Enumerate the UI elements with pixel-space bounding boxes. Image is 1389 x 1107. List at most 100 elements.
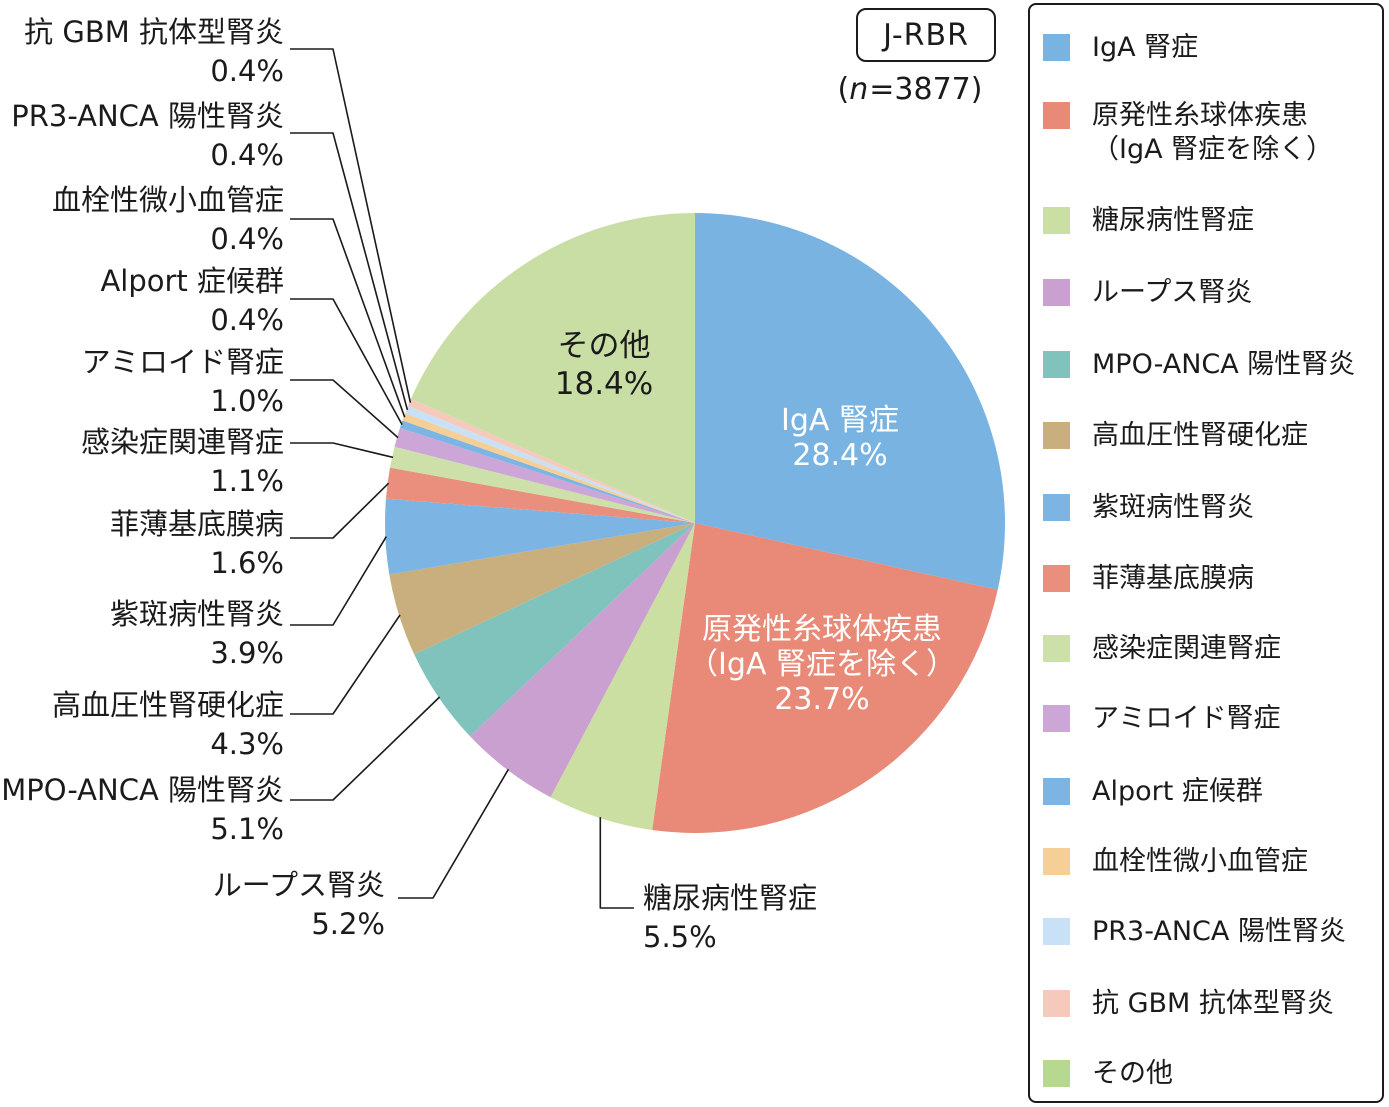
callout-label-3: ループス腎炎 5.2%: [65, 866, 385, 944]
sample-value: =3877): [869, 72, 983, 107]
leader-line-2: [599, 817, 634, 909]
pie-slice-4: [414, 523, 695, 737]
legend-label: 紫斑病性腎炎: [1092, 492, 1254, 523]
callout-percent: 5.2%: [311, 907, 385, 941]
legend-swatch: [1043, 34, 1070, 61]
inside-label-0: IgA 腎症 28.4%: [781, 403, 899, 473]
leader-line-6: [290, 536, 387, 626]
legend-swatch: [1043, 848, 1070, 875]
callout-label-2: 糖尿病性腎症 5.5%: [643, 879, 973, 957]
legend-swatch: [1043, 990, 1070, 1017]
legend-swatch: [1043, 351, 1070, 378]
pie-slice-2: [550, 523, 695, 831]
legend-item-12: PR3-ANCA 陽性腎炎: [1043, 915, 1346, 949]
sample-n-symbol: n: [849, 72, 869, 107]
legend-swatch: [1043, 778, 1070, 805]
sample-size: (n=3877): [810, 72, 1010, 107]
callout-label-6: 紫斑病性腎炎 3.9%: [0, 595, 284, 673]
callout-percent: 0.4%: [210, 303, 284, 337]
legend-swatch: [1043, 705, 1070, 732]
callout-label-12: PR3-ANCA 陽性腎炎 0.4%: [0, 97, 284, 175]
sample-open-paren: (: [837, 72, 850, 107]
legend-swatch: [1043, 494, 1070, 521]
legend-label: Alport 症候群: [1092, 776, 1263, 807]
callout-percent: 5.1%: [210, 812, 284, 846]
callout-label-9: アミロイド腎症 1.0%: [0, 343, 284, 421]
pie-slice-9: [394, 427, 695, 523]
legend-item-3: ループス腎炎: [1043, 276, 1252, 310]
callout-name: PR3-ANCA 陽性腎炎: [11, 99, 284, 133]
legend: IgA 腎症原発性糸球体疾患 （IgA 腎症を除く） 糖尿病性腎症 ループス腎炎 MP…: [1028, 3, 1384, 1103]
inside-label-line: 23.7%: [774, 682, 870, 717]
callout-label-8: 感染症関連腎症 1.1%: [0, 423, 284, 501]
legend-label: 原発性糸球体疾患 （IgA 腎症を除く）: [1092, 100, 1334, 165]
legend-item-4: MPO-ANCA 陽性腎炎: [1043, 348, 1355, 382]
callout-name: 糖尿病性腎症: [643, 881, 818, 915]
inside-label-line: （IgA 腎症を除く）: [688, 647, 956, 682]
leader-line-7: [290, 482, 390, 539]
pie-slice-0: [695, 213, 1006, 590]
callout-label-13: 抗 GBM 抗体型腎炎 0.4%: [0, 13, 284, 91]
legend-label: IgA 腎症: [1092, 32, 1199, 63]
leader-line-3: [398, 768, 510, 899]
leader-line-9: [290, 379, 399, 439]
pie-slice-12: [405, 405, 695, 523]
legend-item-13: 抗 GBM 抗体型腎炎: [1043, 987, 1334, 1021]
callout-percent: 5.5%: [643, 920, 717, 954]
legend-item-8: 感染症関連腎症: [1043, 632, 1281, 666]
study-badge-label: J-RBR: [883, 17, 969, 53]
study-badge: J-RBR: [856, 8, 996, 62]
legend-item-1: 原発性糸球体疾患 （IgA 腎症を除く）: [1043, 99, 1333, 167]
inside-label-1: 原発性糸球体疾患 （IgA 腎症を除く） 23.7%: [688, 612, 956, 717]
callout-label-7: 菲薄基底膜病 1.6%: [0, 505, 284, 583]
callout-percent: 0.4%: [210, 54, 284, 88]
legend-swatch: [1043, 279, 1070, 306]
legend-label: 糖尿病性腎症: [1092, 205, 1254, 236]
leader-line-10: [290, 298, 403, 425]
leader-line-13: [290, 48, 412, 403]
legend-swatch: [1043, 565, 1070, 592]
callout-name: 感染症関連腎症: [80, 425, 284, 459]
legend-item-10: Alport 症候群: [1043, 775, 1263, 809]
callout-name: 抗 GBM 抗体型腎炎: [24, 15, 284, 49]
legend-label: 菲薄基底膜病: [1092, 563, 1254, 594]
callout-label-11: 血栓性微小血管症 0.4%: [0, 181, 284, 259]
legend-label: その他: [1092, 1058, 1173, 1089]
inside-label-line: 28.4%: [792, 438, 888, 473]
legend-label: MPO-ANCA 陽性腎炎: [1092, 349, 1356, 380]
legend-item-14: その他: [1043, 1057, 1173, 1091]
legend-item-2: 糖尿病性腎症: [1043, 204, 1254, 238]
inside-label-line: 18.4%: [554, 366, 654, 402]
legend-item-0: IgA 腎症: [1043, 31, 1198, 65]
pie-slice-5: [389, 523, 695, 655]
legend-swatch: [1043, 918, 1070, 945]
leader-line-8: [290, 442, 394, 459]
callout-name: 血栓性微小血管症: [51, 183, 284, 217]
legend-label: 感染症関連腎症: [1092, 633, 1281, 664]
callout-name: 紫斑病性腎炎: [109, 597, 284, 631]
legend-swatch: [1043, 102, 1070, 129]
pie-slice-1: [652, 523, 998, 833]
inside-label-line: その他: [557, 328, 651, 364]
callout-name: 高血圧性腎硬化症: [51, 688, 284, 722]
pie-slice-13: [407, 398, 695, 523]
callout-percent: 0.4%: [210, 222, 284, 256]
legend-swatch: [1043, 1060, 1070, 1087]
callout-name: Alport 症候群: [100, 264, 284, 298]
pie-slice-3: [470, 523, 695, 798]
pie-slice-8: [389, 446, 695, 523]
legend-label: PR3-ANCA 陽性腎炎: [1092, 916, 1346, 947]
callout-percent: 1.6%: [210, 546, 284, 580]
legend-item-9: アミロイド腎症: [1043, 702, 1280, 736]
callout-percent: 0.4%: [210, 138, 284, 172]
legend-label: ループス腎炎: [1092, 277, 1253, 308]
pie-slice-11: [402, 413, 695, 523]
legend-item-11: 血栓性微小血管症: [1043, 845, 1308, 879]
pie-slice-7: [385, 467, 695, 523]
callout-percent: 1.0%: [210, 384, 284, 418]
legend-item-7: 菲薄基底膜病: [1043, 562, 1254, 596]
inside-label-14: その他 18.4%: [555, 327, 653, 403]
leader-line-4: [290, 696, 441, 801]
